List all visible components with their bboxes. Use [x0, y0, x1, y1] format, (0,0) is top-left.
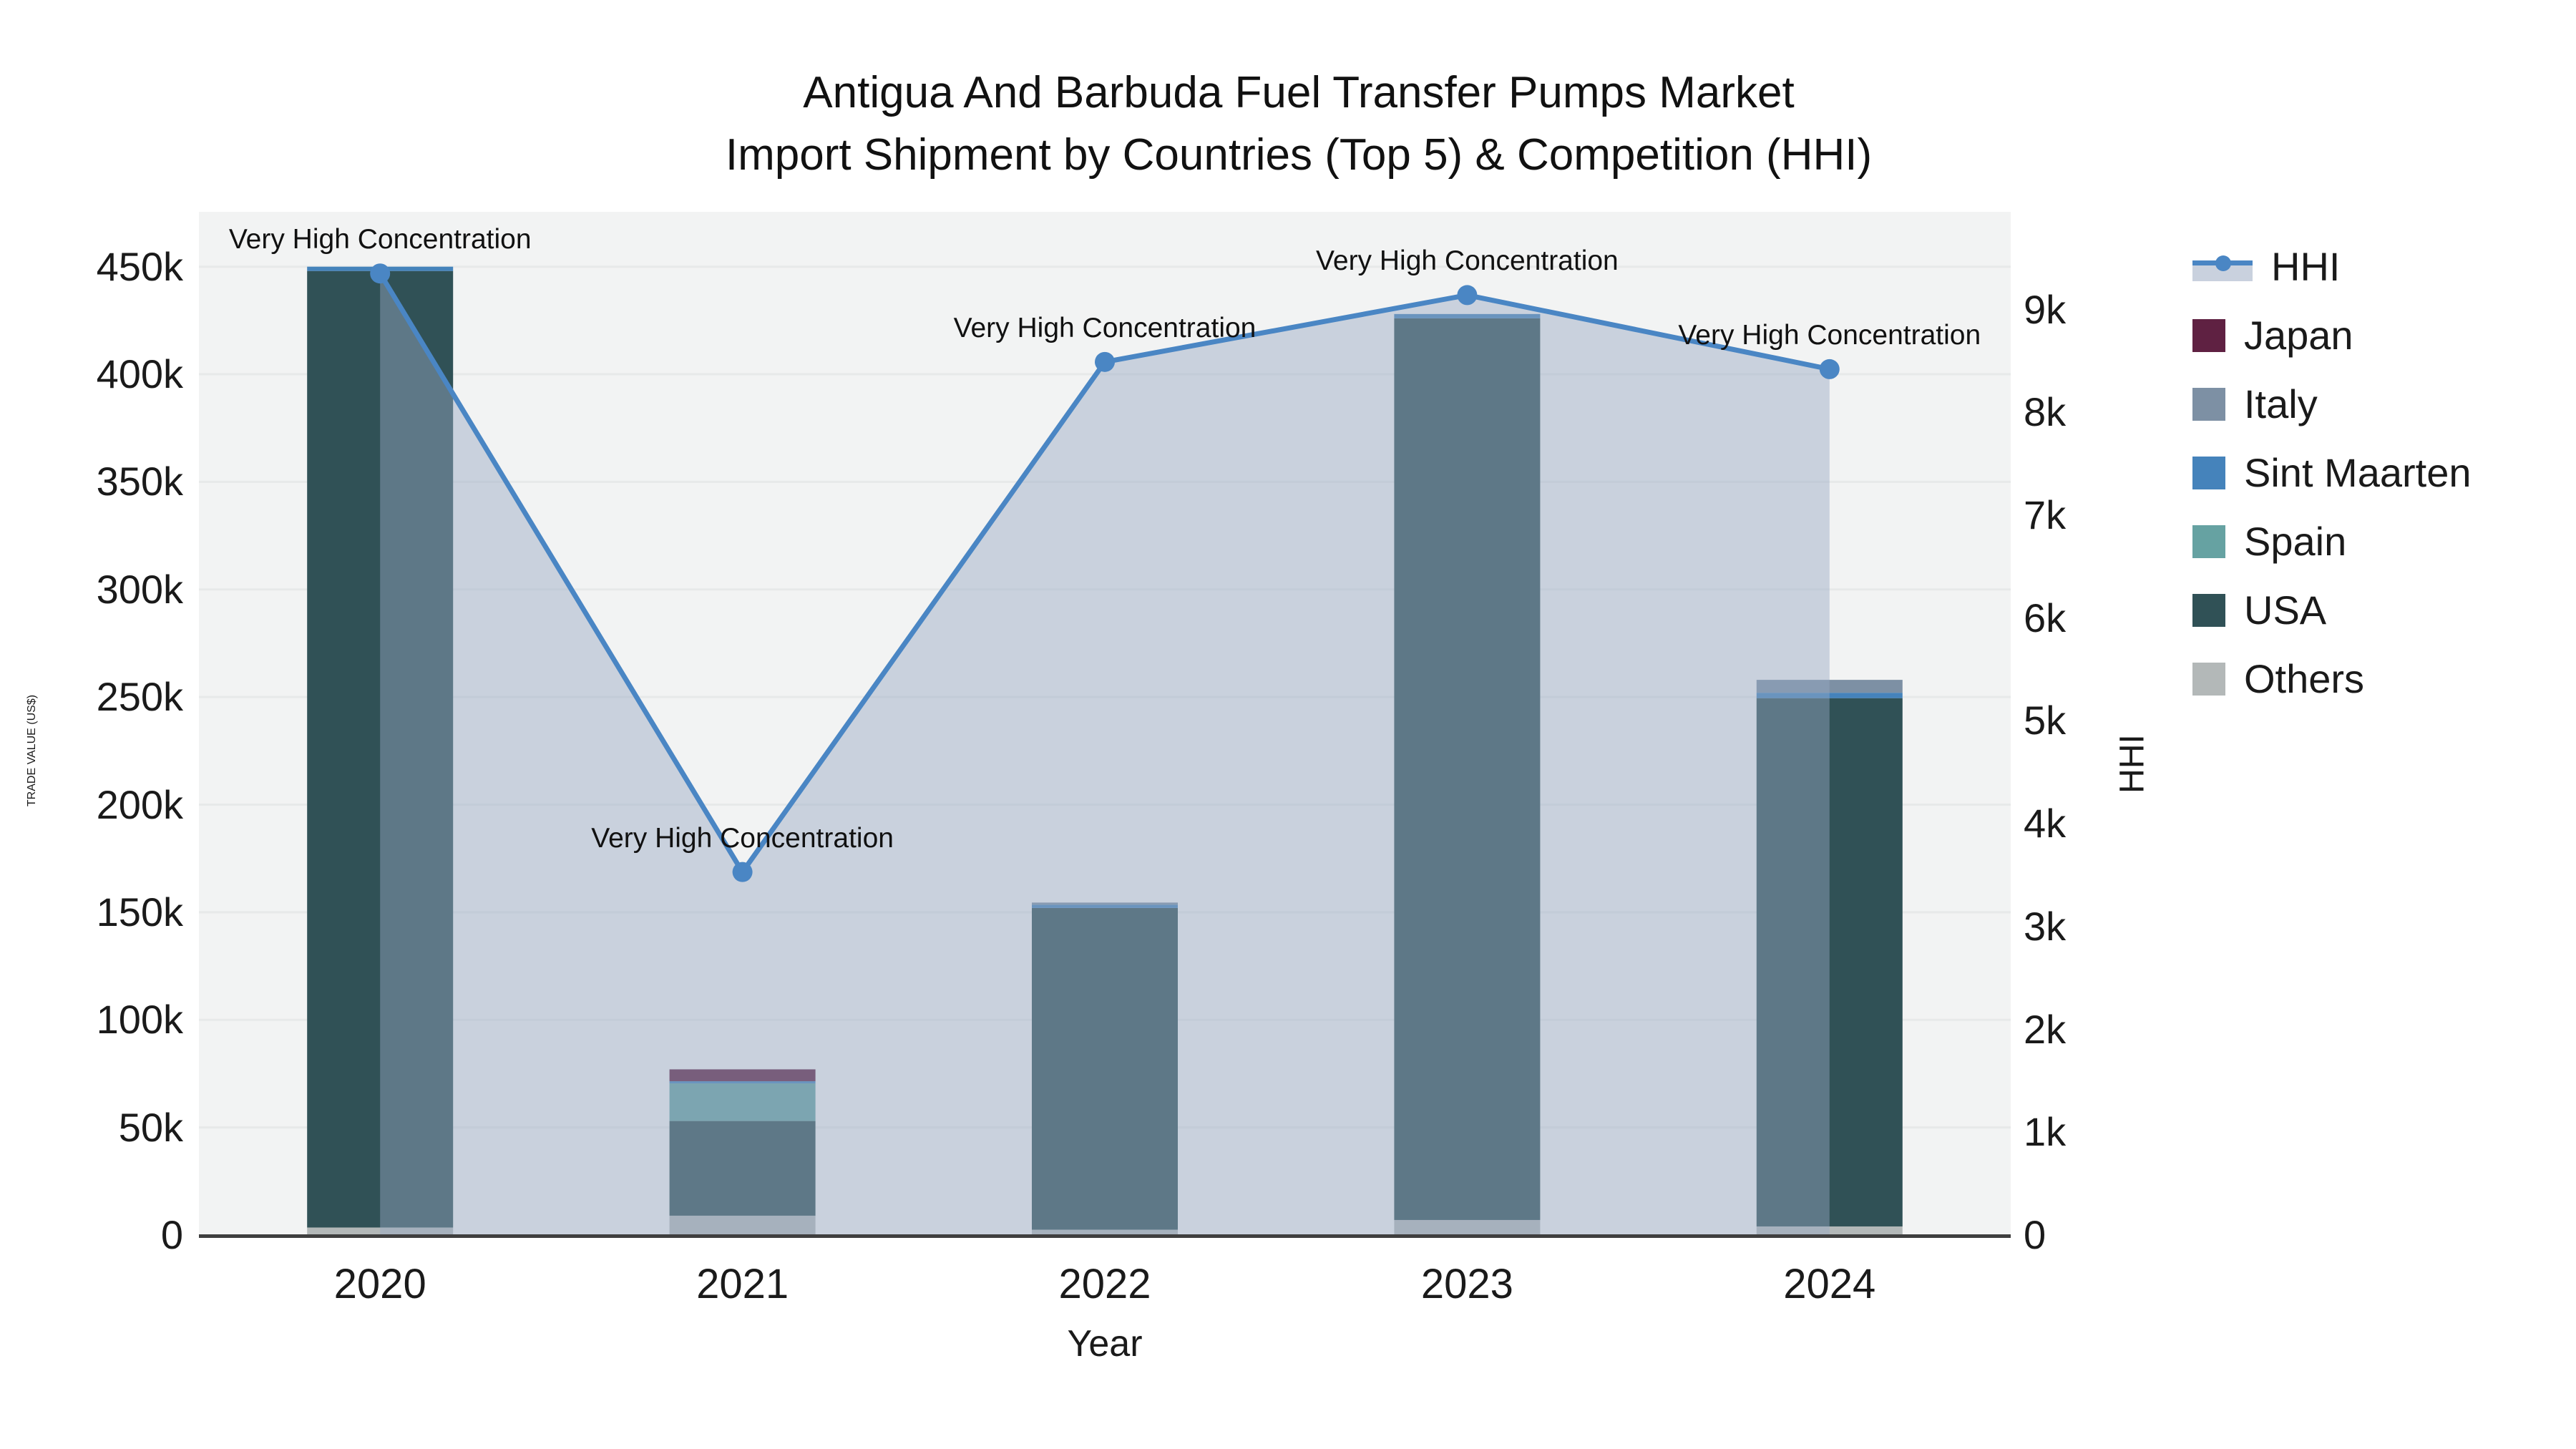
y-tick-right: 3k — [2024, 903, 2067, 949]
y-tick-left: 200k — [96, 781, 183, 827]
y-tick-left: 350k — [96, 459, 183, 504]
y-tick-right: 2k — [2024, 1006, 2067, 1052]
bar-segment-usa-2024 — [1756, 698, 1903, 1226]
legend-label: Japan — [2244, 313, 2353, 358]
legend-item-japan: Japan — [2192, 301, 2353, 370]
hhi-area-fill — [380, 273, 1830, 1235]
bar-segment-italy-2024 — [1756, 680, 1903, 693]
legend-label: Italy — [2244, 381, 2318, 426]
x-tick-2022: 2022 — [1058, 1261, 1151, 1307]
legend-label: Spain — [2244, 519, 2347, 564]
y-tick-right: 4k — [2024, 801, 2067, 847]
legend-item-italy: Italy — [2192, 370, 2318, 439]
legend-item-others: Others — [2192, 645, 2364, 713]
annotation-2021: Very High Concentration — [591, 822, 894, 854]
y-tick-left: 100k — [96, 997, 183, 1043]
legend-swatch — [2192, 388, 2225, 421]
y-tick-right: 8k — [2024, 389, 2067, 435]
x-tick-2021: 2021 — [696, 1261, 789, 1307]
bar-segment-sint-maarten-2024 — [1756, 693, 1903, 698]
bar-segment-sint-maarten-2023 — [1394, 313, 1541, 318]
bar-segment-others-2022 — [1032, 1229, 1178, 1235]
bar-segment-japan-2021 — [669, 1069, 816, 1081]
bar-segment-spain-2021 — [669, 1083, 816, 1121]
hhi-marker-2021 — [732, 862, 753, 882]
legend-swatch — [2192, 319, 2225, 352]
bar-segment-usa-2023 — [1394, 318, 1541, 1220]
bar-segment-others-2021 — [669, 1215, 816, 1235]
legend-label: Sint Maarten — [2244, 450, 2472, 495]
y-tick-left: 450k — [96, 243, 183, 289]
x-tick-2024: 2024 — [1783, 1261, 1876, 1307]
y-axis-title-right: HHI — [2113, 734, 2152, 794]
y-tick-right: 0 — [2024, 1212, 2046, 1257]
bar-segment-usa-2020 — [307, 270, 454, 1228]
annotation-2020: Very High Concentration — [228, 224, 532, 255]
chart-title-line1: Antigua And Barbuda Fuel Transfer Pumps … — [803, 68, 1795, 117]
hhi-marker-2020 — [370, 263, 391, 284]
y-tick-left: 300k — [96, 566, 183, 612]
legend-item-usa: USA — [2192, 576, 2326, 645]
y-tick-right: 1k — [2024, 1109, 2067, 1155]
y-tick-left: 150k — [96, 889, 183, 935]
bar-segment-sint-maarten-2021 — [669, 1080, 816, 1083]
legend-item-sint-maarten: Sint Maarten — [2192, 439, 2472, 507]
bar-segment-others-2024 — [1756, 1226, 1903, 1235]
legend-item-spain: Spain — [2192, 507, 2346, 576]
legend-swatch — [2192, 594, 2225, 627]
legend-hhi-line-icon — [2192, 253, 2253, 281]
bar-segment-usa-2022 — [1032, 907, 1178, 1230]
hhi-marker-2023 — [1457, 285, 1478, 306]
x-axis-line — [199, 1234, 2011, 1238]
y-tick-right: 9k — [2024, 286, 2067, 332]
annotation-2022: Very High Concentration — [953, 312, 1257, 343]
x-axis-title: Year — [1067, 1323, 1143, 1365]
legend-label: USA — [2244, 587, 2327, 633]
chart-title-line2: Import Shipment by Countries (Top 5) & C… — [725, 130, 1873, 180]
legend-swatch — [2192, 457, 2225, 489]
bar-segment-sint-maarten-2022 — [1032, 904, 1178, 908]
x-tick-2023: 2023 — [1420, 1261, 1513, 1307]
hhi-marker-2022 — [1095, 351, 1115, 372]
y-tick-left: 50k — [118, 1104, 183, 1150]
annotation-2023: Very High Concentration — [1316, 245, 1619, 277]
y-tick-right: 6k — [2024, 595, 2067, 640]
bar-segment-usa-2021 — [669, 1121, 816, 1216]
legend-item-hhi: HHI — [2192, 233, 2340, 301]
legend-swatch — [2192, 525, 2225, 558]
y-tick-left: 250k — [96, 674, 183, 720]
hhi-marker-2024 — [1819, 358, 1840, 379]
y-tick-right: 5k — [2024, 698, 2067, 743]
legend-label: Others — [2244, 656, 2365, 701]
y-tick-left: 400k — [96, 351, 183, 397]
y-tick-right: 7k — [2024, 492, 2067, 537]
annotation-2024: Very High Concentration — [1678, 319, 1981, 351]
bar-segment-others-2023 — [1394, 1219, 1541, 1235]
y-tick-left: 0 — [160, 1212, 183, 1257]
bar-segment-others-2020 — [307, 1227, 454, 1235]
legend-swatch — [2192, 663, 2225, 696]
x-tick-2020: 2020 — [333, 1261, 426, 1307]
bar-segment-italy-2022 — [1032, 902, 1178, 905]
legend-label: HHI — [2271, 244, 2341, 289]
